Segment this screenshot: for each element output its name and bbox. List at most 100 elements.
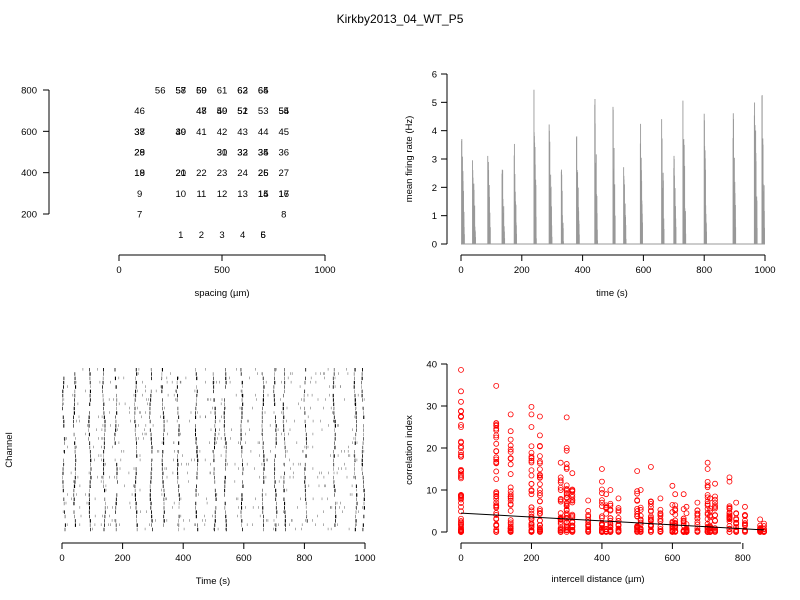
p2-y-tick-label: 2 — [432, 183, 437, 194]
p1-y-tick-label: 800 — [21, 86, 37, 97]
correlation-point — [537, 492, 543, 499]
correlation-point — [537, 453, 543, 460]
correlation-point — [569, 491, 576, 498]
electrode-label: 49 — [217, 106, 228, 117]
correlation-point — [637, 507, 644, 513]
correlation-point — [557, 474, 564, 481]
electrode-label: 29 — [134, 148, 145, 159]
correlation-point — [563, 486, 570, 493]
correlation-point — [557, 516, 564, 523]
correlation-point — [704, 484, 711, 491]
correlation-point — [528, 403, 535, 410]
correlation-point — [458, 508, 464, 515]
correlation-point — [458, 503, 464, 510]
electrode-label: 60 — [196, 86, 207, 97]
correlation-point — [537, 508, 543, 514]
correlation-point — [694, 528, 701, 535]
correlation-point — [507, 523, 514, 530]
electrode-label: 20 — [176, 168, 187, 179]
p3-x-tick-label: 400 — [175, 553, 191, 564]
correlation-point — [603, 491, 610, 498]
p3-x-tick-label: 1000 — [354, 553, 375, 564]
electrode-label: 59 — [196, 86, 207, 97]
correlation-point — [637, 512, 644, 519]
p2-x-tick-label: 400 — [575, 265, 591, 276]
correlation-point — [557, 510, 564, 517]
p1-y-ticks: 200 400 600 800 — [21, 86, 49, 221]
electrode-label: 37 — [134, 127, 145, 138]
correlation-point — [585, 508, 592, 514]
electrode-label: 30 — [217, 148, 228, 159]
correlation-point — [507, 493, 514, 500]
electrode-label: 51 — [237, 106, 248, 117]
correlation-point — [458, 453, 464, 460]
electrode-label: 42 — [217, 127, 228, 138]
correlation-point — [569, 528, 576, 535]
correlation-point — [458, 408, 464, 415]
correlation-point — [657, 495, 664, 502]
correlation-point — [458, 474, 464, 480]
p1-x-label: spacing (µm) — [194, 288, 249, 299]
p1-y-tick-label: 600 — [21, 127, 37, 138]
correlation-point — [569, 470, 576, 477]
electrode-label: 47 — [196, 106, 207, 117]
correlation-point — [569, 511, 576, 518]
correlation-point — [585, 522, 592, 529]
electrode-label: 63 — [237, 86, 248, 97]
correlation-point — [507, 519, 514, 526]
electrode-label: 18 — [134, 168, 145, 179]
correlation-point — [637, 487, 644, 493]
correlation-point — [648, 501, 654, 507]
correlation-point — [528, 411, 535, 418]
electrode-label: 65 — [258, 86, 269, 97]
correlation-point — [615, 529, 622, 535]
p4-y-tick-label: 10 — [426, 486, 437, 497]
electrode-label: 3 — [219, 230, 224, 241]
p1-y-tick-label: 400 — [21, 168, 37, 179]
correlation-point — [726, 528, 733, 535]
correlation-point — [615, 507, 622, 514]
correlation-point — [712, 499, 718, 506]
correlation-point — [557, 525, 564, 532]
correlation-point — [563, 482, 570, 489]
correlation-point — [493, 460, 500, 467]
correlation-point — [634, 513, 641, 520]
correlation-point — [704, 500, 711, 507]
correlation-point — [683, 503, 690, 510]
electrode-label: 5 — [261, 230, 266, 241]
correlation-point — [607, 502, 614, 509]
correlation-point — [599, 497, 605, 504]
correlation-point — [563, 461, 570, 467]
correlation-point — [585, 513, 592, 520]
correlation-point — [607, 515, 614, 522]
correlation-point — [507, 436, 514, 443]
correlation-point — [683, 521, 690, 528]
correlation-point — [742, 520, 748, 527]
correlation-point — [726, 518, 733, 525]
correlation-point — [458, 449, 464, 456]
electrode-label: 45 — [279, 127, 290, 138]
correlation-point — [557, 519, 564, 525]
correlation-point — [585, 529, 592, 535]
correlation-point — [672, 525, 679, 532]
correlation-point — [712, 502, 718, 509]
p3-x-tick-label: 0 — [59, 553, 64, 564]
electrode-label: 16 — [279, 189, 290, 200]
correlation-point — [599, 466, 605, 472]
electrode-label: 39 — [176, 127, 187, 138]
correlation-point — [648, 521, 654, 528]
correlation-point — [493, 421, 500, 428]
p2-x-ticks: 0 200 400 600 800 1000 — [458, 255, 776, 276]
correlation-point — [458, 445, 464, 451]
correlation-point — [599, 513, 605, 520]
electrode-label: 56 — [155, 86, 166, 97]
electrode-label: 44 — [258, 127, 269, 138]
correlation-point — [537, 509, 543, 516]
electrode-label: 11 — [196, 189, 206, 200]
correlation-point — [733, 529, 740, 535]
p2-y-tick-label: 0 — [432, 240, 437, 251]
correlation-point — [537, 525, 543, 531]
correlation-point — [458, 414, 464, 420]
correlation-point — [607, 528, 614, 535]
